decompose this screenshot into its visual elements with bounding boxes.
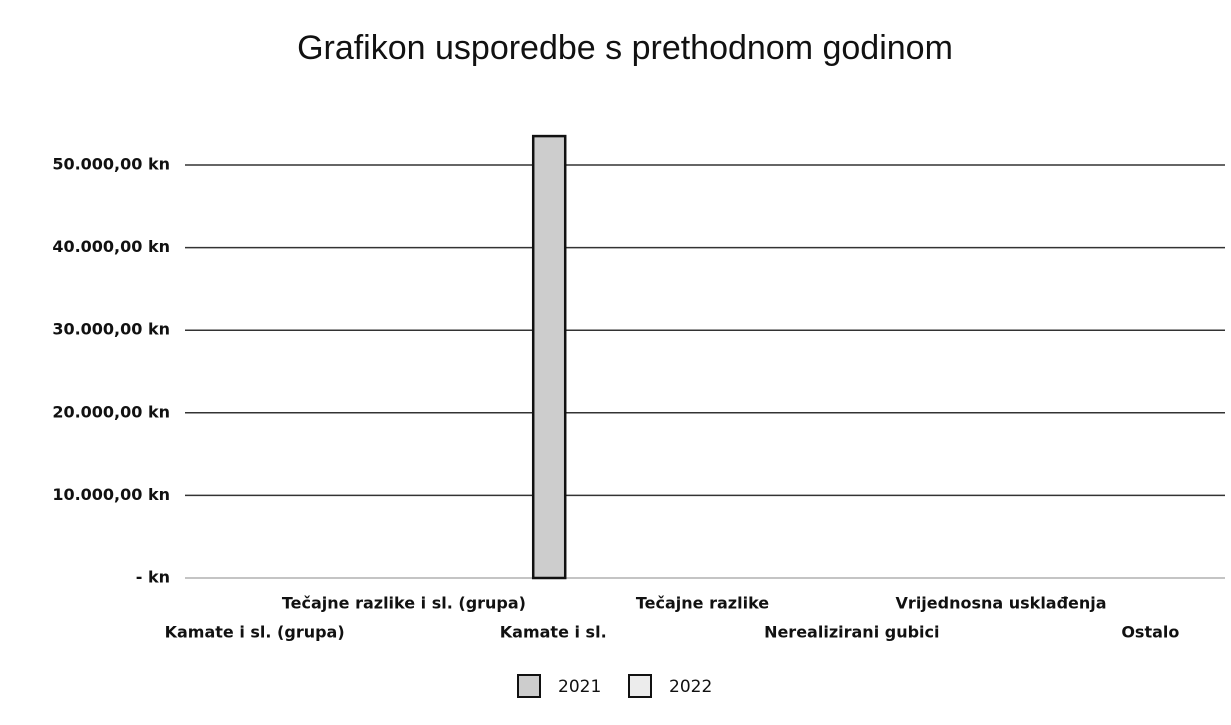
chart-title: Grafikon usporedbe s prethodnom godinom bbox=[297, 29, 953, 67]
x-tick-label: Tečajne razlike i sl. (grupa) bbox=[282, 594, 526, 613]
y-tick-label: - kn bbox=[136, 568, 170, 587]
y-tick-label: 30.000,00 kn bbox=[52, 320, 170, 339]
x-tick-label: Vrijednosna usklađenja bbox=[896, 594, 1107, 613]
x-tick-label: Nerealizirani gubici bbox=[764, 623, 939, 642]
x-tick-label: Kamate i sl. bbox=[500, 623, 607, 642]
x-tick-label: Ostalo bbox=[1121, 623, 1179, 642]
x-tick-label: Tečajne razlike bbox=[636, 594, 769, 613]
legend-swatch bbox=[517, 674, 541, 698]
y-tick-label: 50.000,00 kn bbox=[52, 155, 170, 174]
legend-label: 2022 bbox=[669, 677, 712, 697]
bar bbox=[531, 134, 567, 580]
y-tick-label: 20.000,00 kn bbox=[52, 402, 170, 421]
y-tick-label: 10.000,00 kn bbox=[52, 485, 170, 504]
x-tick-label: Kamate i sl. (grupa) bbox=[165, 623, 345, 642]
y-tick-label: 40.000,00 kn bbox=[52, 237, 170, 256]
legend-swatch bbox=[628, 674, 652, 698]
legend-label: 2021 bbox=[558, 677, 601, 697]
